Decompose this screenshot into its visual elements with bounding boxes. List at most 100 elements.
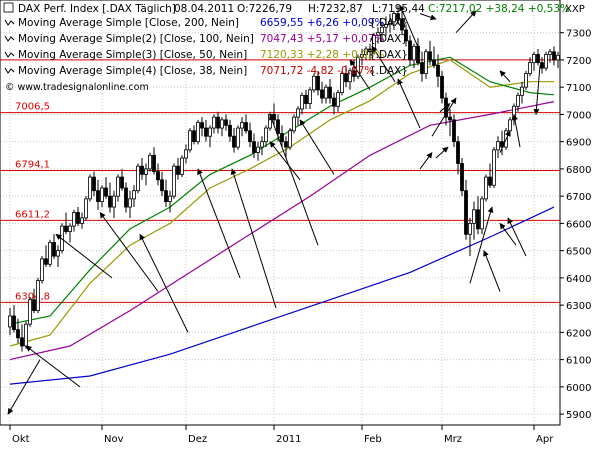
- candle-body: [12, 315, 16, 331]
- candle-body: [396, 13, 400, 20]
- y-tick-label: 7200: [566, 56, 591, 67]
- y-tick-label: 6600: [566, 219, 591, 230]
- copyright-text: © www.tradesignalonline.com: [5, 82, 149, 93]
- annotation-arrow: [499, 130, 511, 153]
- candle-body: [328, 86, 332, 99]
- candle-body: [340, 73, 344, 94]
- candle-body: [148, 154, 152, 170]
- annotation-arrow: [499, 70, 511, 83]
- candle-body: [232, 135, 236, 148]
- ma-icon: [4, 19, 15, 26]
- candle-body: [116, 176, 120, 197]
- x-tick-label: Feb: [364, 434, 382, 445]
- annotation-arrow: [507, 217, 527, 257]
- candle-body: [216, 116, 220, 129]
- low-value: L:7195,44: [372, 3, 425, 15]
- indicator-value: 7120,33 +2,28 +0,03%: [260, 49, 384, 61]
- instrument-name: DAX Perf. Index [.DAX Täglich]: [18, 3, 176, 15]
- candle-body: [28, 299, 32, 325]
- candle-body: [240, 122, 244, 129]
- candle-body: [540, 62, 544, 69]
- indicator-label: Moving Average Simple(3) [Close, 50, Nei…: [18, 49, 247, 61]
- axis-layer: 5900 6000 6100 6200 6300 6400 6500 6600 6700 6800…: [9, 29, 591, 445]
- annotation-arrow: [397, 78, 421, 129]
- candle-body: [392, 13, 396, 23]
- candle-body: [184, 149, 188, 159]
- ma-icon: [4, 67, 15, 74]
- candle-body: [224, 119, 228, 126]
- indicator-tag: {.DAX}: [369, 49, 408, 61]
- candle-body: [280, 133, 284, 143]
- candle-body: [448, 116, 452, 121]
- support-line-label: 6611,2: [15, 209, 50, 220]
- candle-body: [556, 54, 560, 61]
- candle-body: [20, 337, 24, 347]
- annotation-arrow: [419, 152, 433, 170]
- open-value: O:7226,79: [237, 3, 292, 15]
- candle-body: [508, 119, 512, 132]
- y-tick-label: 6900: [566, 138, 591, 149]
- support-line-label: 6304,8: [15, 291, 50, 302]
- y-tick-label: 6400: [566, 274, 591, 285]
- y-tick-label: 5900: [566, 410, 591, 421]
- chart-header: DAX Perf. Index [.DAX Täglich] 08.04.201…: [3, 2, 585, 93]
- candle-body: [244, 122, 248, 132]
- candle-body: [248, 130, 252, 143]
- candle-body: [200, 122, 204, 129]
- candle-body: [440, 75, 444, 99]
- candle-body: [108, 195, 112, 208]
- candle-body: [464, 190, 468, 235]
- annotation-arrow: [55, 233, 113, 279]
- candle-body: [552, 51, 556, 61]
- y-tick-label: 6300: [566, 301, 591, 312]
- candle-body: [284, 141, 288, 148]
- annotation-arrow: [299, 119, 335, 175]
- annotation-arrow: [139, 233, 189, 333]
- indicator-tag: {.DAX}: [369, 17, 408, 29]
- indicator-tag: {.DAX}: [369, 33, 408, 45]
- candle-body: [548, 51, 552, 55]
- header-date: 08.04.2011: [174, 3, 234, 15]
- annotation-arrow: [25, 345, 81, 388]
- candle-body: [24, 323, 28, 347]
- candle-body: [196, 122, 200, 143]
- candle-body: [532, 54, 536, 64]
- candle-body: [212, 116, 216, 129]
- candle-body: [64, 225, 68, 232]
- annotation-arrow: [512, 113, 521, 148]
- candle-body: [176, 165, 180, 175]
- candle-body: [48, 242, 52, 265]
- candle-body: [144, 168, 148, 175]
- annotation-arrow: [439, 103, 451, 113]
- annotation-arrow: [7, 359, 41, 415]
- annotation-arrow: [499, 222, 517, 246]
- candle-body: [192, 130, 196, 143]
- annotation-arrow: [435, 146, 449, 159]
- ma-icon: [4, 35, 15, 42]
- x-tick-label: 2011: [276, 434, 301, 445]
- ma-icon: [4, 51, 15, 58]
- annotation-arrow: [197, 168, 241, 279]
- candle-body: [460, 163, 464, 192]
- candle-body: [528, 62, 532, 74]
- plot-frame: [0, 0, 561, 426]
- annotation-arrow: [431, 97, 457, 137]
- candle-body: [300, 94, 304, 110]
- candle-body: [40, 258, 44, 282]
- y-tick-label: 7100: [566, 83, 591, 94]
- candle-body: [188, 130, 192, 151]
- candle-body: [120, 176, 124, 189]
- candle-body: [288, 130, 292, 148]
- annotation-arrow: [349, 59, 371, 91]
- candle-body: [84, 198, 88, 219]
- annotation-arrow: [371, 45, 396, 83]
- indicator-value: 7071,72 -4,82 -0,07%: [260, 65, 374, 77]
- candle-body: [180, 157, 184, 175]
- candles-layer: [8, 5, 560, 352]
- x-tick-label: Dez: [188, 434, 207, 445]
- candle-body: [468, 222, 472, 235]
- candle-body: [324, 86, 328, 99]
- candle-body: [228, 124, 232, 137]
- candle-body: [100, 187, 104, 203]
- candle-body: [516, 94, 520, 107]
